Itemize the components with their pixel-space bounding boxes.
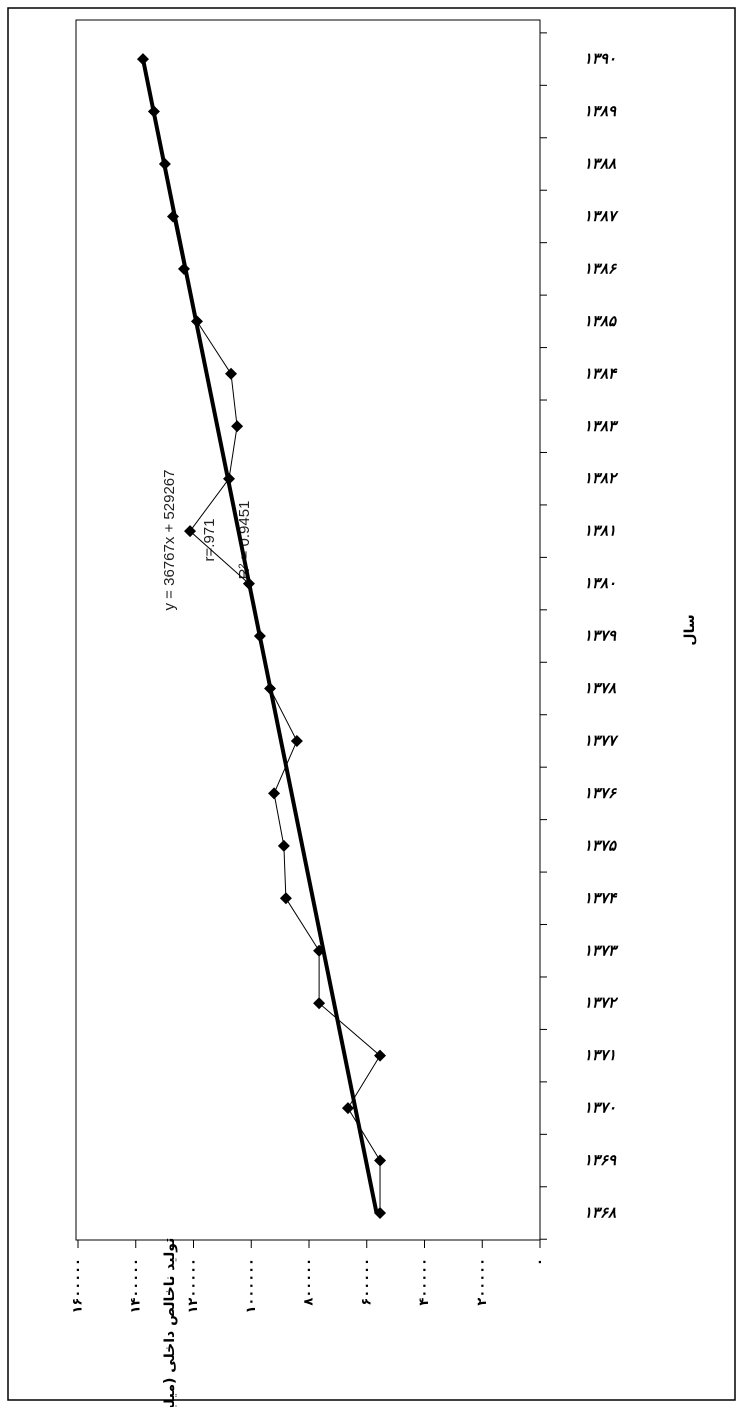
x-tick-label: ۰: [533, 1258, 548, 1266]
category-label: ۱۳۶۹: [584, 1151, 617, 1169]
x-tick-label: ۶۰۰۰۰۰: [359, 1258, 374, 1306]
data-marker: [264, 682, 277, 695]
data-marker: [225, 367, 238, 380]
x-tick-label: ۲۰۰۰۰۰: [475, 1258, 490, 1306]
category-label: ۱۳۸۵: [584, 312, 617, 330]
data-marker: [313, 944, 326, 957]
data-marker: [290, 734, 303, 747]
category-label: ۱۳۷۰: [584, 1099, 616, 1117]
category-label: ۱۳۸۷: [584, 207, 619, 225]
category-label: ۱۳۷۴: [584, 889, 618, 907]
annotation: y = 36767x + 529267: [161, 470, 178, 611]
data-marker: [158, 158, 171, 170]
category-label: ۱۳۷۶: [584, 784, 617, 802]
data-marker: [231, 420, 244, 433]
data-marker: [341, 1102, 354, 1115]
x-tick-label: ۱۲۰۰۰۰۰: [186, 1258, 201, 1314]
category-label: ۱۳۷۵: [584, 836, 617, 854]
category-label: ۱۳۶۸: [584, 1204, 617, 1222]
data-marker: [147, 105, 160, 118]
data-marker: [268, 787, 281, 800]
frame: [7, 7, 736, 1401]
data-marker: [374, 1207, 387, 1219]
data-marker: [374, 1154, 387, 1167]
category-label: ۱۳۸۰: [584, 574, 616, 592]
category-label: ۱۳۸۱: [584, 522, 616, 540]
category-label: ۱۳۷۷: [584, 731, 619, 749]
data-marker: [184, 525, 197, 538]
data-marker: [374, 1049, 387, 1062]
data-marker: [279, 892, 292, 905]
category-label: ۱۳۷۲: [584, 994, 619, 1012]
x-tick-label: ۴۰۰۰۰۰: [417, 1258, 432, 1306]
data-marker: [223, 472, 236, 485]
data-marker: [253, 630, 266, 643]
category-label: ۱۳۷۱: [584, 1046, 616, 1064]
category-label: ۱۳۸۳: [584, 417, 619, 435]
category-label: ۱۳۹۰: [584, 50, 616, 68]
category-label: ۱۳۸۹: [584, 102, 617, 120]
data-marker: [166, 210, 179, 223]
category-label: ۱۳۸۲: [584, 469, 619, 487]
data-marker: [242, 577, 255, 590]
annotation: R² = 0.9451: [236, 501, 253, 580]
x-tick-label: ۸۰۰۰۰۰: [302, 1258, 317, 1306]
annotation: r=.971: [201, 519, 218, 562]
data-marker: [190, 315, 203, 328]
category-label: ۱۳۸۶: [584, 259, 617, 277]
category-label: ۱۳۸۸: [584, 155, 617, 173]
category-label: ۱۳۷۸: [584, 679, 617, 697]
x-tick-label: ۱۶۰۰۰۰۰: [71, 1258, 86, 1314]
data-marker: [277, 839, 290, 852]
category-axis-title: سال: [682, 614, 698, 645]
category-label: ۱۳۷۳: [584, 941, 619, 959]
data-marker: [313, 997, 326, 1010]
data-marker: [136, 53, 149, 66]
x-tick-label: ۱۰۰۰۰۰۰: [244, 1258, 259, 1314]
category-label: ۱۳۷۹: [584, 627, 617, 645]
x-axis-title: تولید ناخالص داخلی (میلیارد ریال): [162, 1238, 178, 1407]
data-marker: [177, 262, 190, 275]
x-tick-label: ۱۴۰۰۰۰۰: [128, 1258, 143, 1314]
category-label: ۱۳۸۴: [584, 364, 618, 382]
